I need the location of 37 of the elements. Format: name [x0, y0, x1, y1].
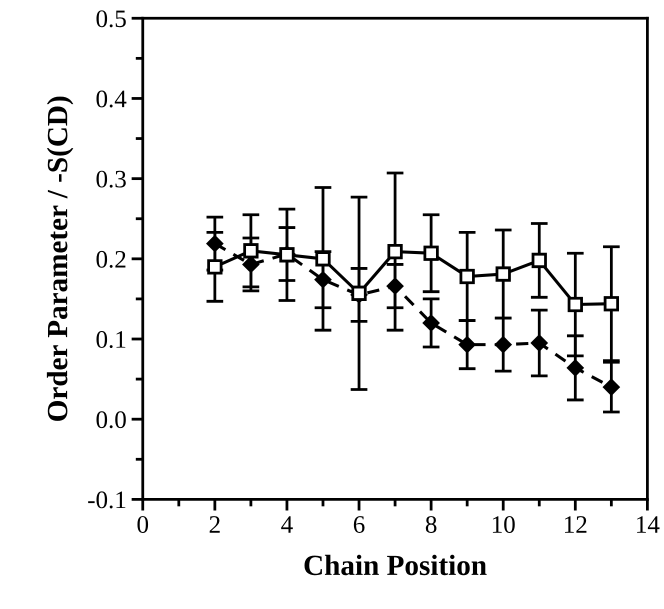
point — [314, 271, 332, 288]
point — [567, 360, 584, 376]
point — [423, 246, 439, 261]
point — [458, 336, 476, 353]
x-tick-label: 4 — [281, 516, 293, 533]
x-tick-label: 12 — [565, 516, 586, 533]
point — [531, 334, 548, 352]
x-tick-label: 6 — [354, 516, 365, 533]
x-tick-label: 14 — [637, 516, 660, 533]
point — [422, 314, 440, 332]
point — [206, 235, 224, 252]
y-tick-label: 0.3 — [96, 170, 126, 188]
y-tick-label: 0.4 — [96, 90, 126, 108]
point — [207, 259, 222, 274]
point — [494, 336, 512, 353]
x-axis-title: Chain Position — [304, 554, 487, 576]
point — [460, 268, 475, 284]
point — [568, 296, 583, 312]
point — [532, 252, 547, 268]
point — [387, 244, 403, 260]
y-tick-label: 0.2 — [96, 250, 126, 268]
x-tick-label: 10 — [492, 516, 515, 533]
point — [315, 251, 331, 266]
x-tick-label: 2 — [210, 516, 220, 533]
point — [604, 296, 619, 312]
y-tick-label: 0.1 — [96, 331, 126, 348]
point — [243, 243, 259, 258]
point — [351, 286, 367, 301]
point — [603, 378, 620, 396]
point — [496, 266, 511, 282]
y-axis-title: Order Parameter / -S(CD) — [46, 96, 74, 421]
y-tick-label: -0.1 — [88, 491, 126, 508]
point — [386, 278, 404, 294]
x-tick-label: 8 — [426, 516, 436, 533]
y-tick-label: 0.0 — [96, 411, 126, 428]
y-tick-label: 0.5 — [96, 10, 126, 28]
x-tick-label: 0 — [137, 516, 148, 533]
